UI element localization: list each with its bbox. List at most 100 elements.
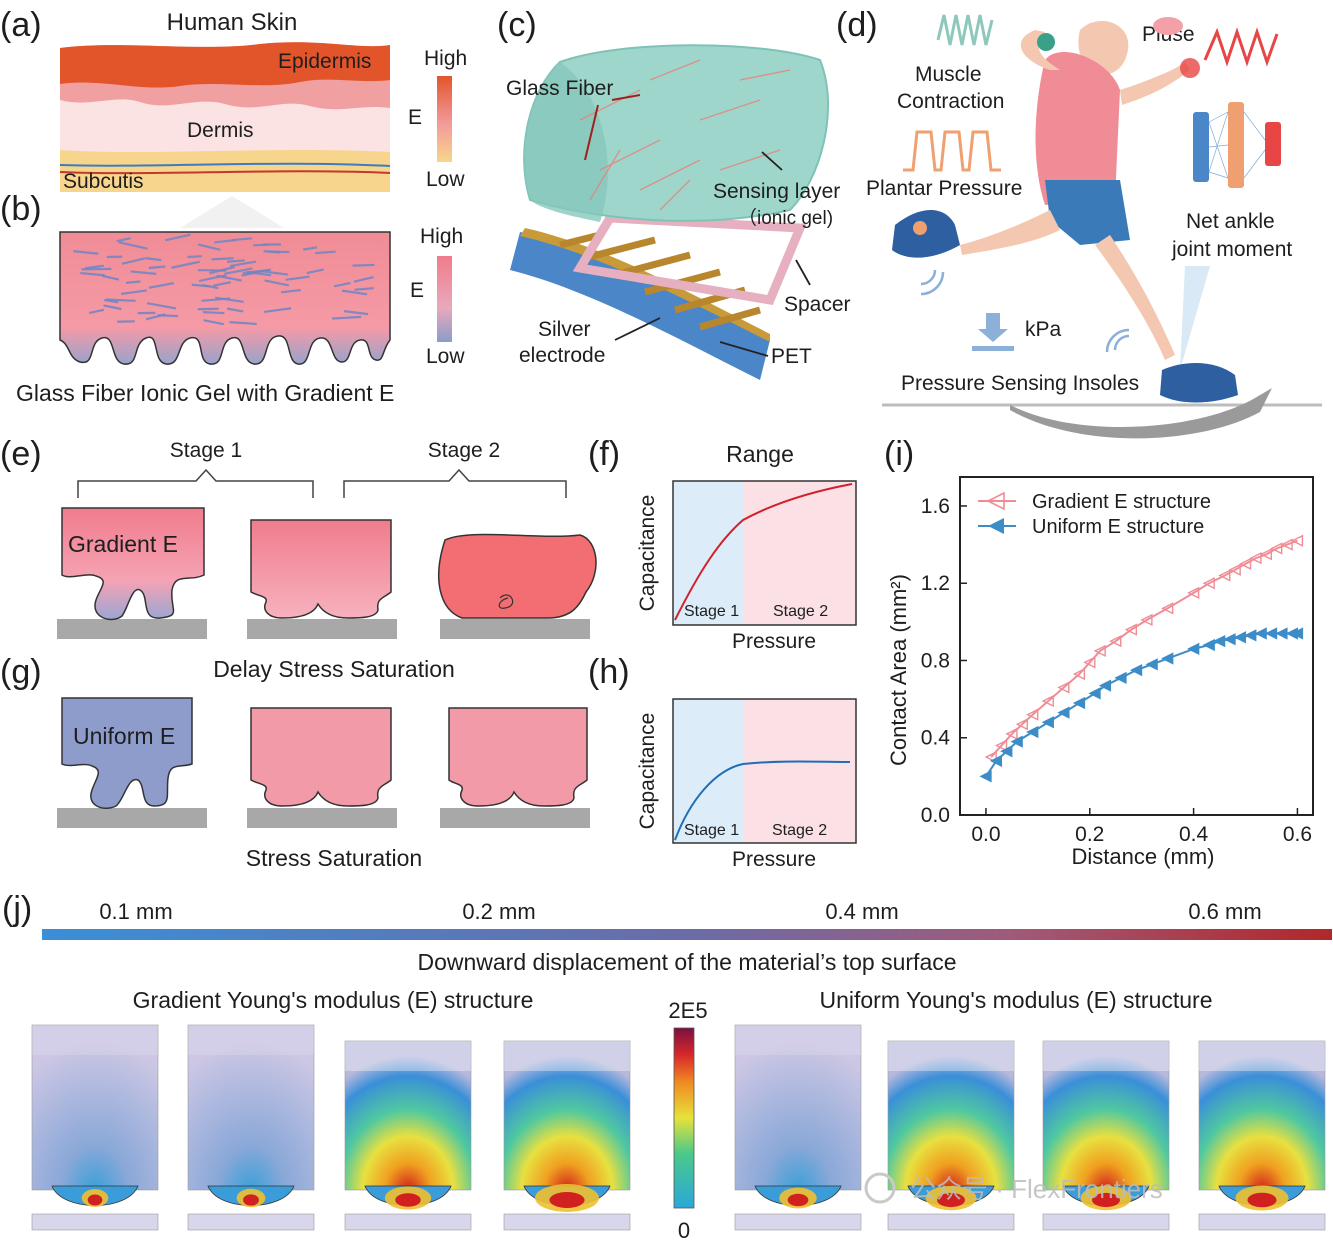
- data-point: [1015, 718, 1028, 731]
- data-point: [1218, 569, 1231, 582]
- sim-top-band: [504, 1041, 630, 1071]
- kpa-label: kPa: [1025, 318, 1062, 341]
- distance-1: 0.2 mm: [462, 899, 535, 924]
- delay-saturation-caption: Delay Stress Saturation: [213, 656, 455, 682]
- data-point: [1109, 635, 1122, 648]
- fiber: [280, 288, 301, 294]
- fiber: [241, 268, 272, 277]
- fiber: [171, 260, 200, 269]
- silver-label-1: Silver: [538, 318, 591, 341]
- fiber: [229, 321, 257, 326]
- stage2-bracket: [343, 468, 567, 498]
- fiber: [341, 289, 368, 296]
- data-point: [1223, 633, 1236, 646]
- data-point: [1098, 679, 1112, 692]
- gel-caption: Glass Fiber Ionic Gel with Gradient E: [16, 380, 394, 406]
- fiber: [302, 246, 318, 251]
- fiber: [187, 255, 203, 259]
- fiber: [354, 287, 374, 291]
- sim-body: [1042, 1040, 1170, 1191]
- fiber: [146, 302, 177, 310]
- sensing-layer-sub: （ionic gel): [738, 207, 833, 229]
- data-point: [1187, 586, 1200, 600]
- sim-substrate: [734, 1213, 862, 1231]
- stage1-bracket: [77, 468, 314, 498]
- epidermis-layer: [60, 42, 390, 88]
- gradient-capacitance-curve: [674, 483, 853, 621]
- fiber: [343, 310, 369, 316]
- muscle-label-2: Contraction: [897, 90, 1004, 113]
- data-point: [1114, 671, 1127, 685]
- plot-frame: [959, 476, 1314, 816]
- fiber: [197, 307, 219, 311]
- y-tick-label: 1.6: [921, 495, 950, 518]
- f-stage1: Stage 1: [684, 603, 739, 620]
- runner-shirt: [1035, 51, 1120, 205]
- distance-3: 0.6 mm: [1188, 899, 1261, 924]
- fiber: [203, 319, 225, 326]
- fiber: [226, 307, 244, 313]
- fiber: [130, 270, 157, 275]
- sim-substrate: [503, 1213, 631, 1231]
- legend-marker-gradient: [986, 491, 1005, 511]
- data-point: [1228, 563, 1241, 576]
- legend-marker-uniform: [988, 518, 1004, 534]
- panel-label-j: (j): [2, 890, 32, 928]
- subcutis-layer: [60, 150, 390, 192]
- fiber: [121, 289, 147, 295]
- sim-top-band: [345, 1041, 471, 1071]
- y-tick-label: 0.8: [921, 649, 950, 672]
- fiber: [197, 243, 221, 251]
- fiber: [229, 260, 257, 268]
- f-ylabel: Capacitance: [636, 495, 659, 612]
- colorbar-max: 2E5: [668, 998, 707, 1023]
- data-point: [989, 754, 1003, 768]
- range-title: Range: [726, 441, 794, 467]
- sim-top-band: [1043, 1041, 1169, 1071]
- x-tick-label: 0.4: [1179, 823, 1209, 846]
- sim-substrate: [187, 1213, 315, 1231]
- panel-label-f: (f): [588, 435, 620, 473]
- fiber: [88, 308, 105, 314]
- right-shoe: [1160, 363, 1238, 403]
- panel-label-i: (i): [884, 435, 914, 473]
- stress-colorbar: [673, 1027, 695, 1209]
- data-point: [1124, 623, 1138, 636]
- uniform-sim-title: Uniform Young's modulus (E) structure: [819, 987, 1212, 1013]
- data-point: [1290, 534, 1304, 547]
- y-tick-label: 0.4: [921, 727, 951, 750]
- fiber: [103, 304, 122, 311]
- data-point: [1088, 687, 1101, 700]
- data-point: [1010, 735, 1023, 748]
- sim-stress-peak: [1247, 1192, 1277, 1208]
- panel-label-d: (d): [836, 6, 878, 44]
- data-point: [1254, 627, 1267, 640]
- sim-stress-peak: [243, 1194, 259, 1206]
- distance-2: 0.4 mm: [825, 899, 898, 924]
- fiber: [73, 250, 99, 255]
- uniform-e-label: Uniform E: [73, 723, 175, 749]
- muscle-signal: [936, 14, 994, 46]
- uniform-capacitance-curve: [674, 760, 851, 841]
- fiber: [226, 259, 245, 263]
- sim-substrate: [1198, 1213, 1326, 1231]
- sim-stress-peak: [787, 1193, 809, 1207]
- sim-body: [31, 1024, 159, 1191]
- simulation-block: [344, 1040, 472, 1231]
- gradient-e-label: Gradient E: [68, 531, 178, 557]
- scale-a-high: High: [424, 47, 467, 70]
- fiber: [314, 250, 336, 255]
- pet-label: PET: [771, 345, 812, 368]
- h-ylabel: Capacitance: [636, 713, 659, 830]
- sim-top-band: [32, 1025, 158, 1055]
- x-axis-label: Distance (mm): [1071, 844, 1214, 869]
- fiber: [285, 275, 310, 281]
- fiber: [121, 257, 146, 265]
- glass-fibers: [73, 233, 375, 326]
- gait-arrow: [1010, 388, 1272, 439]
- dermis-label: Dermis: [187, 119, 254, 142]
- distance-0: 0.1 mm: [99, 899, 172, 924]
- subcutis-label: Subcutis: [63, 170, 144, 193]
- legend-uniform: Uniform E structure: [1032, 516, 1204, 538]
